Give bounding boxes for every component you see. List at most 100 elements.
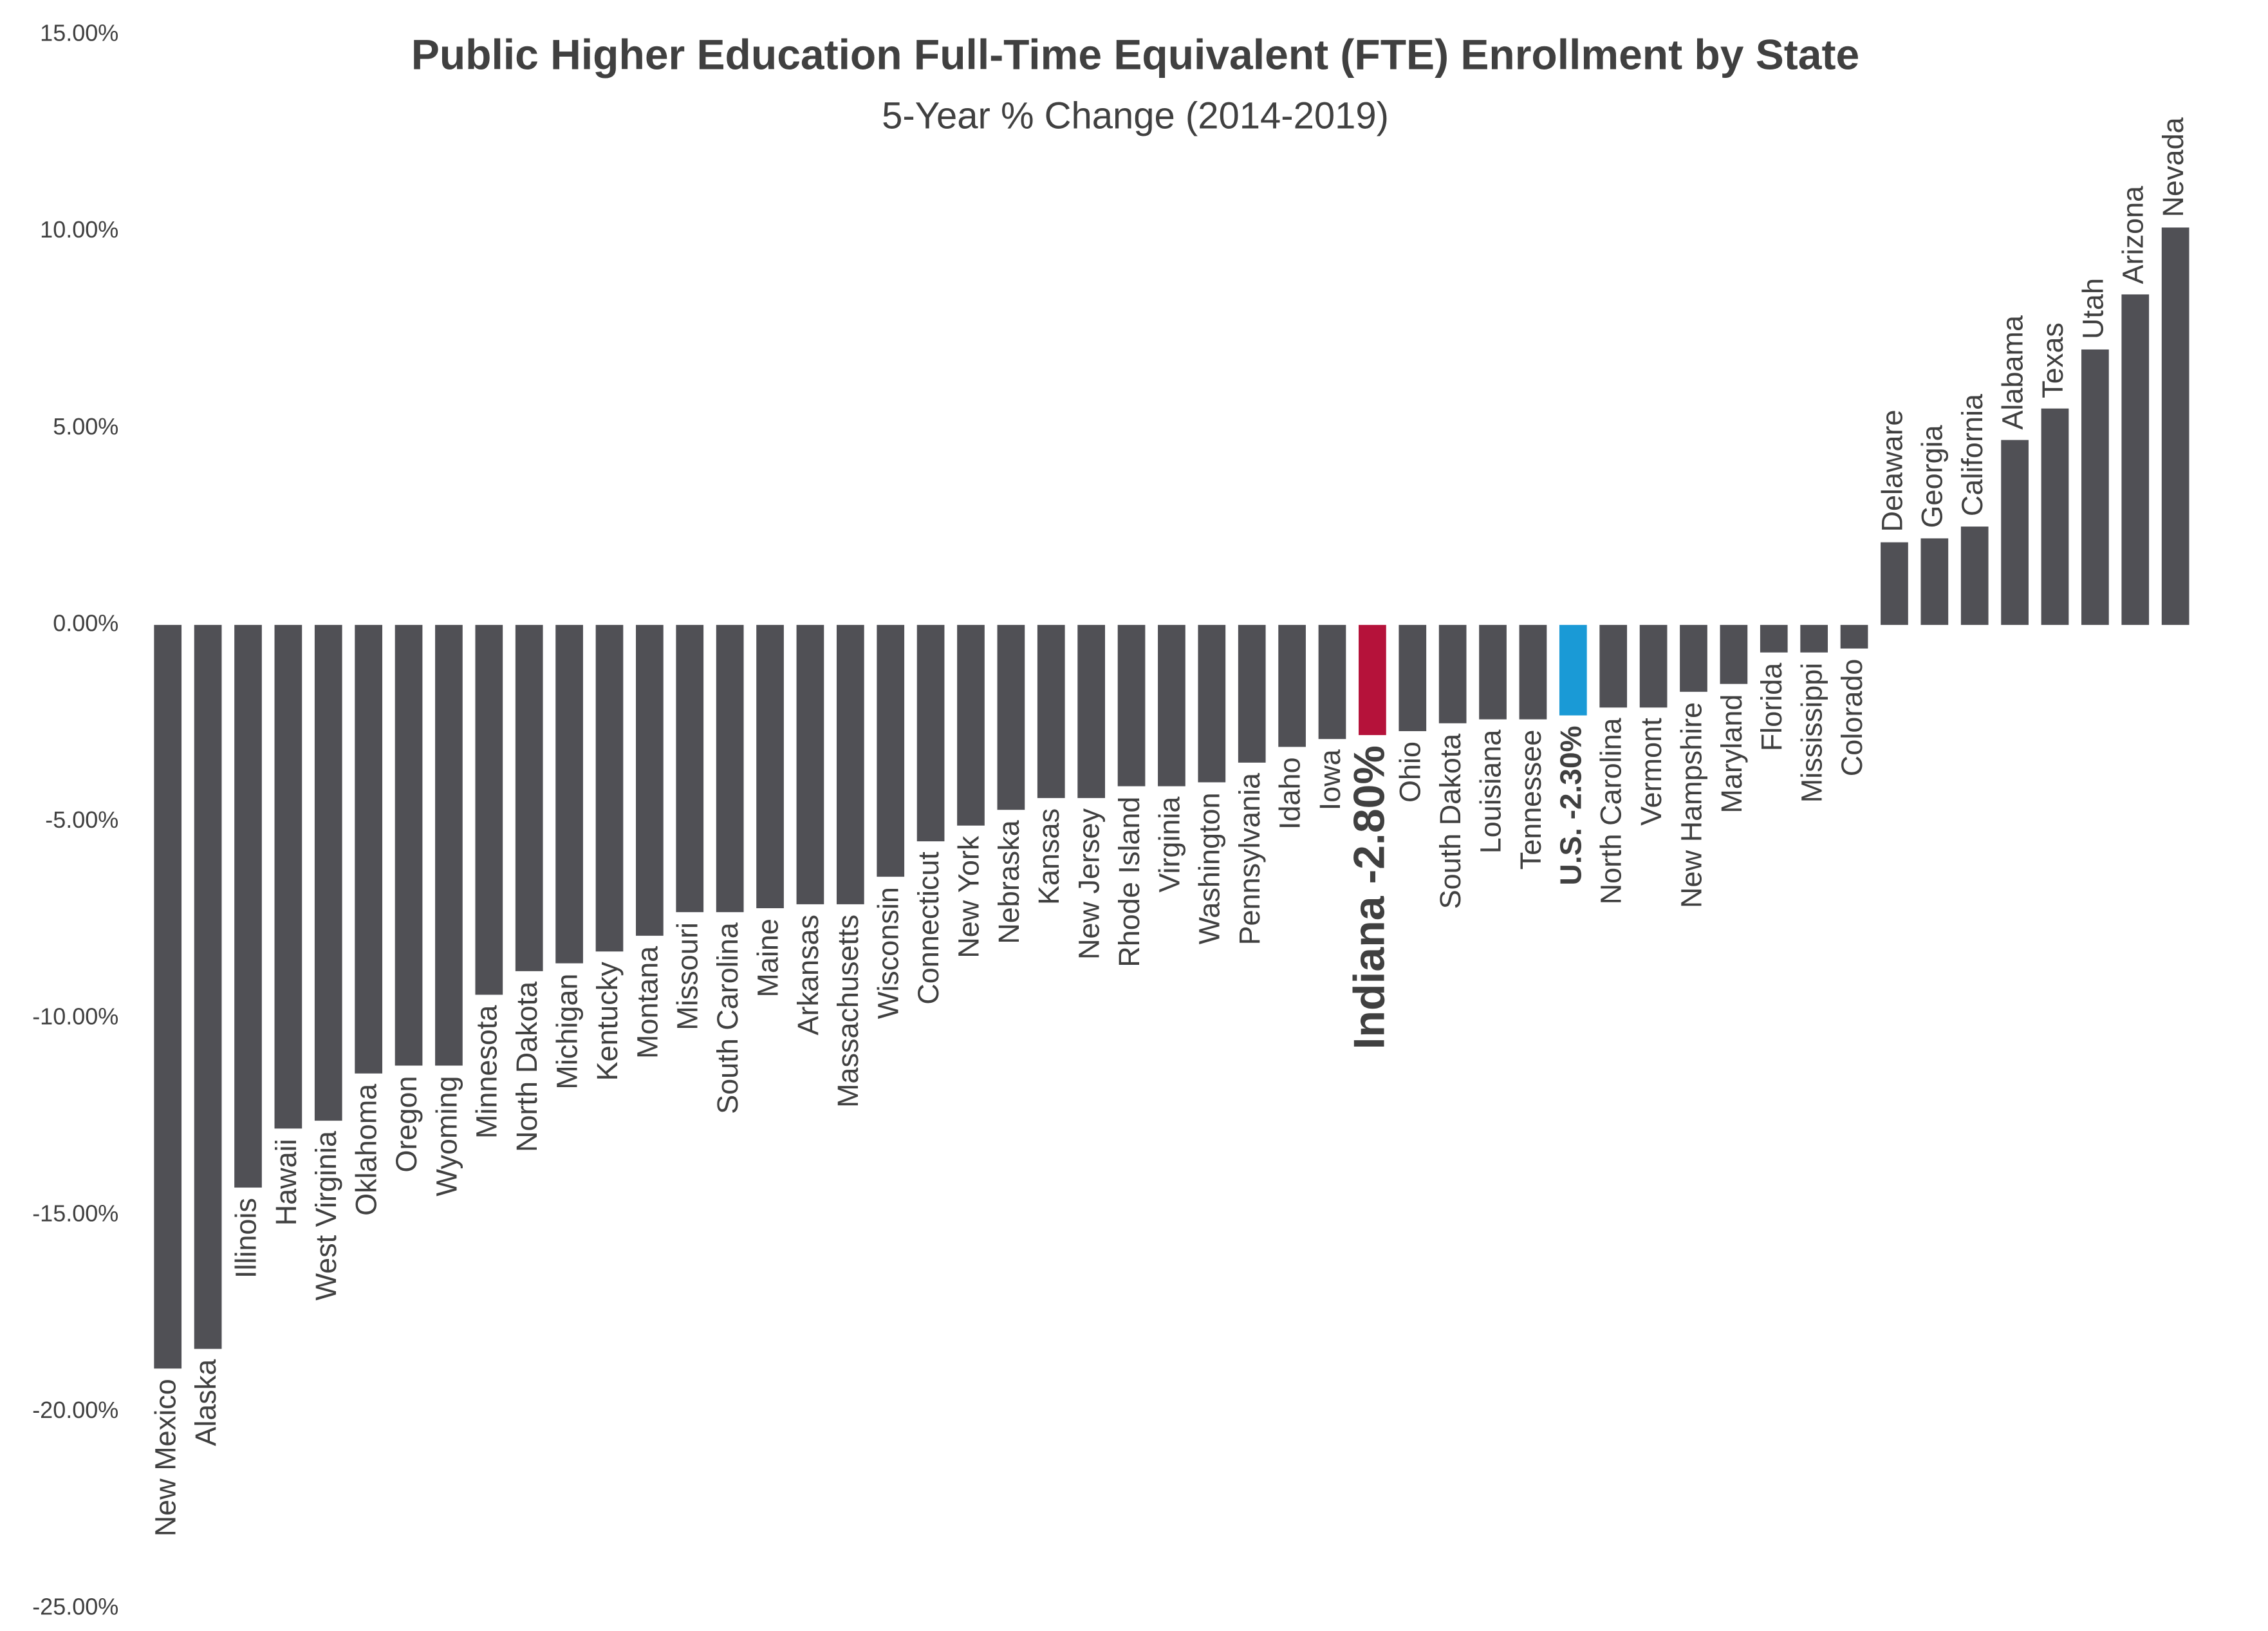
- bar: [2161, 227, 2189, 625]
- bar: [1599, 624, 1628, 708]
- bar: [1760, 624, 1788, 653]
- bar: [1519, 624, 1547, 720]
- x-tick-label: Kansas: [1032, 808, 1065, 905]
- bar: [234, 624, 262, 1188]
- x-tick-label: Iowa: [1314, 749, 1346, 810]
- bar: [314, 624, 342, 1121]
- bar: [475, 624, 503, 995]
- bar: [1278, 624, 1306, 747]
- y-tick-label: -20.00%: [32, 1397, 118, 1423]
- x-tick-label: Minnesota: [470, 1005, 503, 1139]
- bar: [836, 624, 864, 904]
- x-tick-label: Nebraska: [992, 819, 1025, 944]
- x-tick-label: Vermont: [1635, 718, 1668, 826]
- bar: [194, 624, 222, 1349]
- x-tick-label: Maryland: [1715, 694, 1748, 814]
- bar: [1479, 624, 1507, 720]
- bar: [997, 624, 1025, 810]
- bar: [1920, 538, 1949, 625]
- bar: [916, 624, 945, 842]
- x-tick-label: New Jersey: [1073, 808, 1106, 960]
- x-tick-label: Kentucky: [591, 962, 624, 1081]
- bar: [274, 624, 302, 1129]
- bar: [1158, 624, 1185, 787]
- bar: [1881, 542, 1908, 625]
- x-tick-label: Washington: [1193, 792, 1226, 944]
- bar: [2121, 294, 2150, 625]
- x-tick-label: Florida: [1755, 662, 1788, 752]
- x-tick-label: Idaho: [1273, 757, 1306, 830]
- bar: [1800, 624, 1828, 653]
- x-tick-label: Texas: [2036, 322, 2069, 398]
- bar: [555, 624, 583, 964]
- x-tick-label: Hawaii: [270, 1139, 302, 1226]
- bar: [1840, 624, 1868, 649]
- x-tick-label: Delaware: [1875, 409, 1908, 532]
- bar: [2041, 408, 2069, 625]
- y-tick-label: 5.00%: [53, 413, 118, 440]
- x-tick-label: Wyoming: [430, 1076, 463, 1197]
- x-tick-label: Utah: [2076, 278, 2109, 339]
- bar: [796, 624, 824, 904]
- x-tick-label: Wisconsin: [872, 887, 905, 1019]
- x-tick-label: Mississippi: [1796, 663, 1828, 803]
- x-tick-label: U.S. -2.30%: [1554, 725, 1587, 885]
- y-tick-label: 0.00%: [53, 610, 118, 636]
- x-tick-label: Montana: [631, 946, 664, 1059]
- x-tick-label: Tennessee: [1514, 730, 1547, 870]
- bar: [676, 624, 704, 913]
- x-tick-label: Nevada: [2157, 116, 2189, 217]
- bar: [355, 624, 383, 1074]
- bar: [515, 624, 543, 971]
- x-tick-label: West Virginia: [310, 1130, 342, 1300]
- x-tick-label: Ohio: [1394, 741, 1427, 803]
- bar: [1238, 624, 1266, 763]
- x-tick-label: Alabama: [1996, 315, 2029, 430]
- bar: [1198, 624, 1226, 783]
- x-tick-label: Oklahoma: [350, 1083, 383, 1216]
- y-tick-label: -5.00%: [45, 806, 118, 833]
- x-tick-label: North Carolina: [1595, 717, 1628, 904]
- y-tick-label: 10.00%: [40, 216, 118, 243]
- x-tick-label: New York: [952, 835, 985, 958]
- x-tick-label: California: [1956, 393, 1989, 516]
- bar: [1399, 624, 1427, 731]
- bar: [2081, 349, 2109, 625]
- y-tick-label: -10.00%: [32, 1003, 118, 1030]
- chart-title: Public Higher Education Full-Time Equiva…: [411, 30, 1859, 78]
- x-tick-label: Pennsylvania: [1233, 772, 1266, 946]
- bar: [1680, 624, 1707, 692]
- y-tick-label: 15.00%: [40, 19, 118, 46]
- x-tick-label: North Dakota: [510, 981, 543, 1152]
- bar: [1037, 624, 1065, 798]
- x-tick-label: Indiana -2.80%: [1344, 745, 1393, 1049]
- x-tick-label: Michigan: [550, 974, 583, 1090]
- x-tick-label: Rhode Island: [1113, 797, 1146, 967]
- x-tick-label: Missouri: [671, 922, 704, 1030]
- x-tick-label: Massachusetts: [832, 915, 864, 1108]
- bar: [756, 624, 784, 909]
- x-tick-label: Colorado: [1836, 659, 1868, 777]
- x-tick-label: Oregon: [390, 1076, 423, 1173]
- bar: [716, 624, 744, 913]
- y-tick-label: -15.00%: [32, 1200, 118, 1226]
- y-tick-label: -25.00%: [32, 1594, 118, 1620]
- x-tick-label: Arizona: [2117, 185, 2150, 284]
- chart-subtitle: 5-Year % Change (2014-2019): [882, 95, 1389, 136]
- bar: [1720, 624, 1748, 684]
- x-tick-label: Georgia: [1916, 424, 1949, 528]
- bar: [395, 624, 423, 1066]
- x-tick-label: New Mexico: [149, 1379, 182, 1536]
- bar: [1438, 624, 1467, 723]
- x-tick-label: South Dakota: [1434, 733, 1467, 909]
- bar: [595, 624, 624, 952]
- bar: [154, 624, 182, 1369]
- x-tick-label: South Carolina: [711, 922, 744, 1114]
- x-tick-label: Louisiana: [1474, 729, 1507, 854]
- x-tick-label: Virginia: [1153, 796, 1185, 893]
- bar: [1318, 624, 1346, 740]
- bar: [2001, 440, 2029, 625]
- bar: [1960, 527, 1989, 625]
